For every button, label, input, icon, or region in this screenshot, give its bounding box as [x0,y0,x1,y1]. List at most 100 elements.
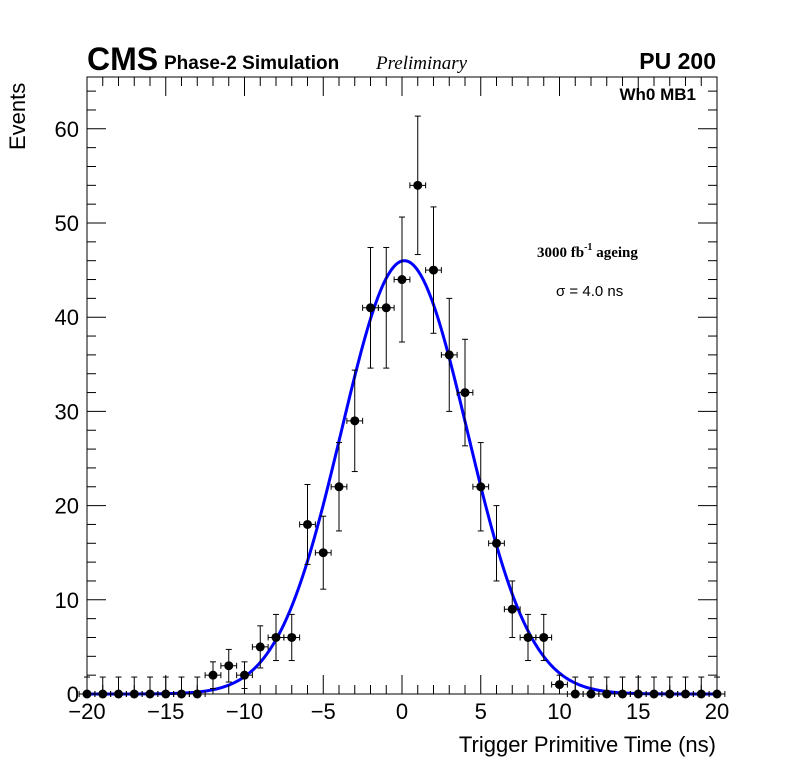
x-tick-label: −5 [311,699,336,724]
status-label: Preliminary [375,53,468,74]
data-marker [145,689,155,699]
data-point [440,297,458,412]
data-marker [334,482,344,492]
data-marker [712,689,722,699]
data-point [598,676,616,699]
data-marker [82,689,92,699]
data-point [346,369,364,473]
x-tick-label: 10 [547,699,571,724]
y-tick-label: 10 [55,588,79,613]
data-marker [555,680,564,690]
data-marker [240,670,249,680]
x-tick-label: −20 [68,699,105,724]
data-marker [129,689,139,699]
y-tick-label: 40 [55,305,79,330]
data-point [220,648,238,683]
data-point [582,676,600,699]
x-axis-title: Trigger Primitive Time (ns) [459,732,716,757]
data-point [362,246,379,369]
data-marker [224,661,234,671]
x-tick-label: −10 [226,699,263,724]
data-marker [98,689,108,699]
data-marker [350,416,360,426]
data-point [456,338,474,447]
data-marker [318,548,328,558]
data-point [299,483,316,565]
data-point [503,580,521,638]
data-marker [192,689,202,699]
data-marker [161,689,171,699]
data-marker [271,632,281,642]
data-point [692,676,710,699]
data-point [188,676,206,699]
data-marker [177,689,186,699]
data-marker [696,689,706,699]
y-tick-label: 20 [55,494,79,519]
data-point [614,676,631,699]
data-marker [507,604,517,614]
data-point [629,676,647,699]
x-tick-label: 0 [396,699,408,724]
data-marker [460,388,470,398]
data-marker [570,689,580,699]
data-marker [287,632,297,642]
data-marker [413,180,423,190]
experiment-label: CMS [87,41,158,77]
data-point [472,442,490,532]
x-tick-label: 20 [705,699,729,724]
data-marker [444,350,454,360]
data-marker [633,689,643,699]
data-marker [539,632,549,642]
data-marker [114,689,123,699]
x-tick-label: 5 [475,699,487,724]
data-points [78,115,726,699]
sigma-annotation: σ = 4.0 ns [556,283,623,300]
y-tick-label: 30 [55,399,79,424]
ageing-word: ageing [592,245,638,261]
data-point [566,676,584,699]
data-point [409,115,427,256]
data-marker [255,642,265,652]
data-marker [397,275,407,285]
ageing-value: 3000 fb [537,245,584,261]
plot-frame [86,76,718,695]
axis-ticks: −20 −15 −10 −5 0 5 10 15 20 0 10 20 30 40 50 60 [55,77,729,724]
data-point [314,515,332,590]
pileup-label: PU 200 [639,48,716,74]
data-marker [523,632,533,642]
channel-label: Wh0 MB1 [620,85,697,104]
ageing-annotation: 3000 fb-1 ageing [537,242,638,261]
data-point [251,625,269,669]
data-point [393,216,411,343]
y-axis-title: Events [5,83,30,150]
data-point [330,442,348,532]
y-tick-label: 50 [55,211,79,236]
data-marker [602,689,612,699]
y-tick-label: 60 [55,117,79,142]
data-point [377,246,395,369]
data-point [236,661,253,689]
data-marker [366,303,375,313]
data-marker [303,519,312,529]
data-marker [586,689,596,699]
data-marker [618,689,627,699]
data-point [708,676,726,699]
data-point [141,676,159,699]
x-tick-label: 15 [626,699,650,724]
data-marker [492,538,501,548]
y-tick-label: 0 [67,682,79,707]
data-point [488,505,505,582]
subtitle-label: Phase-2 Simulation [164,53,339,74]
data-marker [208,670,218,680]
data-marker [429,265,438,275]
data-point [425,206,442,334]
data-marker [681,689,690,699]
data-point [535,613,553,662]
x-tick-label: −15 [147,699,184,724]
ageing-exponent: -1 [584,242,592,253]
data-point [204,661,222,689]
data-point [283,613,301,662]
data-point [157,676,175,699]
data-point [173,676,190,699]
